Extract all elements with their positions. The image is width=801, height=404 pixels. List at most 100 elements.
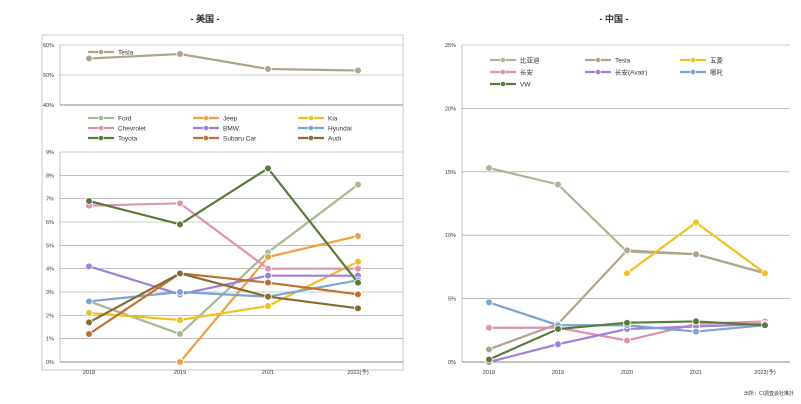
legend-entry: VW — [520, 81, 531, 88]
y-tick-label: 4% — [46, 267, 54, 273]
data-point — [554, 340, 562, 349]
data-point — [176, 199, 184, 208]
data-point — [264, 278, 272, 287]
data-point — [264, 302, 272, 310]
data-point — [264, 264, 272, 273]
series-line — [488, 166, 766, 275]
series-line — [88, 272, 359, 335]
data-point — [692, 218, 700, 227]
legend-marker — [500, 69, 506, 75]
data-point — [85, 309, 93, 317]
data-point — [354, 290, 362, 299]
legend-marker — [98, 125, 104, 131]
data-point — [354, 304, 362, 313]
data-point — [354, 66, 362, 75]
series-line — [488, 249, 766, 351]
data-point — [85, 318, 93, 327]
x-tick-label: 2021 — [690, 370, 702, 376]
legend-entry: 长安 — [520, 67, 534, 76]
cn-chart: 25% 20% 15% 10% 5% 0% 2018 2019 2020 2021 2022(予) — [445, 43, 790, 376]
legend-marker — [690, 69, 696, 75]
data-point — [85, 330, 93, 338]
y-tick-label: 5% — [46, 243, 54, 249]
legend-entry: 比亚迪 — [520, 55, 540, 64]
data-point — [485, 164, 493, 172]
data-point — [176, 269, 184, 278]
y-tick-label: 5% — [448, 297, 456, 303]
legend-marker — [308, 125, 314, 131]
series-line — [88, 272, 359, 324]
data-point — [176, 220, 184, 229]
data-point — [85, 262, 93, 271]
data-point — [264, 253, 272, 261]
data-point — [176, 288, 184, 296]
y-tick-label: 40% — [43, 103, 54, 109]
y-tick-label: 2% — [46, 313, 54, 319]
y-tick-label: 25% — [445, 43, 456, 49]
series-line — [88, 183, 359, 336]
legend-entry: Kia — [328, 115, 338, 122]
legend-entry: Chevrolet — [118, 125, 146, 132]
data-point — [761, 321, 769, 330]
y-tick-label: 6% — [46, 220, 54, 226]
legend-entry: Tesla — [118, 49, 134, 56]
x-tick-label: 2018 — [83, 370, 95, 376]
data-point — [485, 323, 493, 332]
legend-marker — [308, 115, 314, 121]
legend-entry: Audi — [328, 135, 341, 142]
data-point — [692, 250, 700, 259]
data-point — [85, 197, 93, 205]
y-tick-label: 20% — [445, 106, 456, 112]
legend-marker — [203, 135, 209, 141]
data-point — [354, 278, 362, 287]
x-tick-label: 2019 — [552, 370, 564, 376]
data-point — [554, 325, 562, 333]
legend-marker — [203, 125, 209, 131]
legend-marker — [500, 57, 506, 63]
y-tick-label: 50% — [43, 73, 54, 79]
data-point — [354, 264, 362, 273]
x-tick-label: 2018 — [483, 370, 495, 376]
y-tick-label: 3% — [46, 290, 54, 296]
y-tick-label: 0% — [448, 360, 456, 366]
legend-marker — [500, 81, 506, 87]
x-tick-label: 2022(予) — [347, 368, 369, 376]
legend-marker — [203, 115, 209, 121]
legend-entry: Ford — [118, 115, 132, 122]
legend-entry: BMW — [223, 125, 240, 132]
legend-marker — [308, 135, 314, 141]
series-line — [626, 221, 766, 275]
us-legend: Ford Jeep Kia Chevrolet BMW Hyundai Toyota Suba… — [88, 115, 352, 142]
data-point — [485, 298, 493, 307]
x-tick-label: 2021 — [262, 370, 274, 376]
data-point — [264, 164, 272, 173]
legend-marker — [595, 69, 601, 75]
legend-marker — [98, 115, 104, 121]
data-point — [176, 50, 184, 58]
y-tick-label: 8% — [46, 173, 54, 179]
y-tick-label: 1% — [46, 337, 54, 343]
data-point — [176, 358, 184, 366]
data-point — [485, 355, 493, 364]
us-panel-frame — [41, 34, 404, 371]
legend-entry: Jeep — [223, 115, 237, 122]
legend-entry: 哪吒 — [710, 67, 724, 76]
x-tick-label: 2022(予) — [754, 368, 776, 376]
series-line — [88, 279, 359, 303]
legend-entry: Hyundai — [328, 125, 352, 132]
y-tick-label: 15% — [445, 170, 456, 176]
legend-entry: 五菱 — [710, 55, 724, 64]
data-point — [354, 257, 362, 266]
data-point — [354, 180, 362, 189]
data-point — [354, 232, 362, 240]
data-point — [692, 317, 700, 326]
data-point — [623, 269, 631, 278]
data-point — [176, 330, 184, 338]
data-point — [623, 318, 631, 327]
y-tick-label: 60% — [43, 43, 54, 49]
data-point — [761, 269, 769, 278]
data-point — [554, 180, 562, 189]
